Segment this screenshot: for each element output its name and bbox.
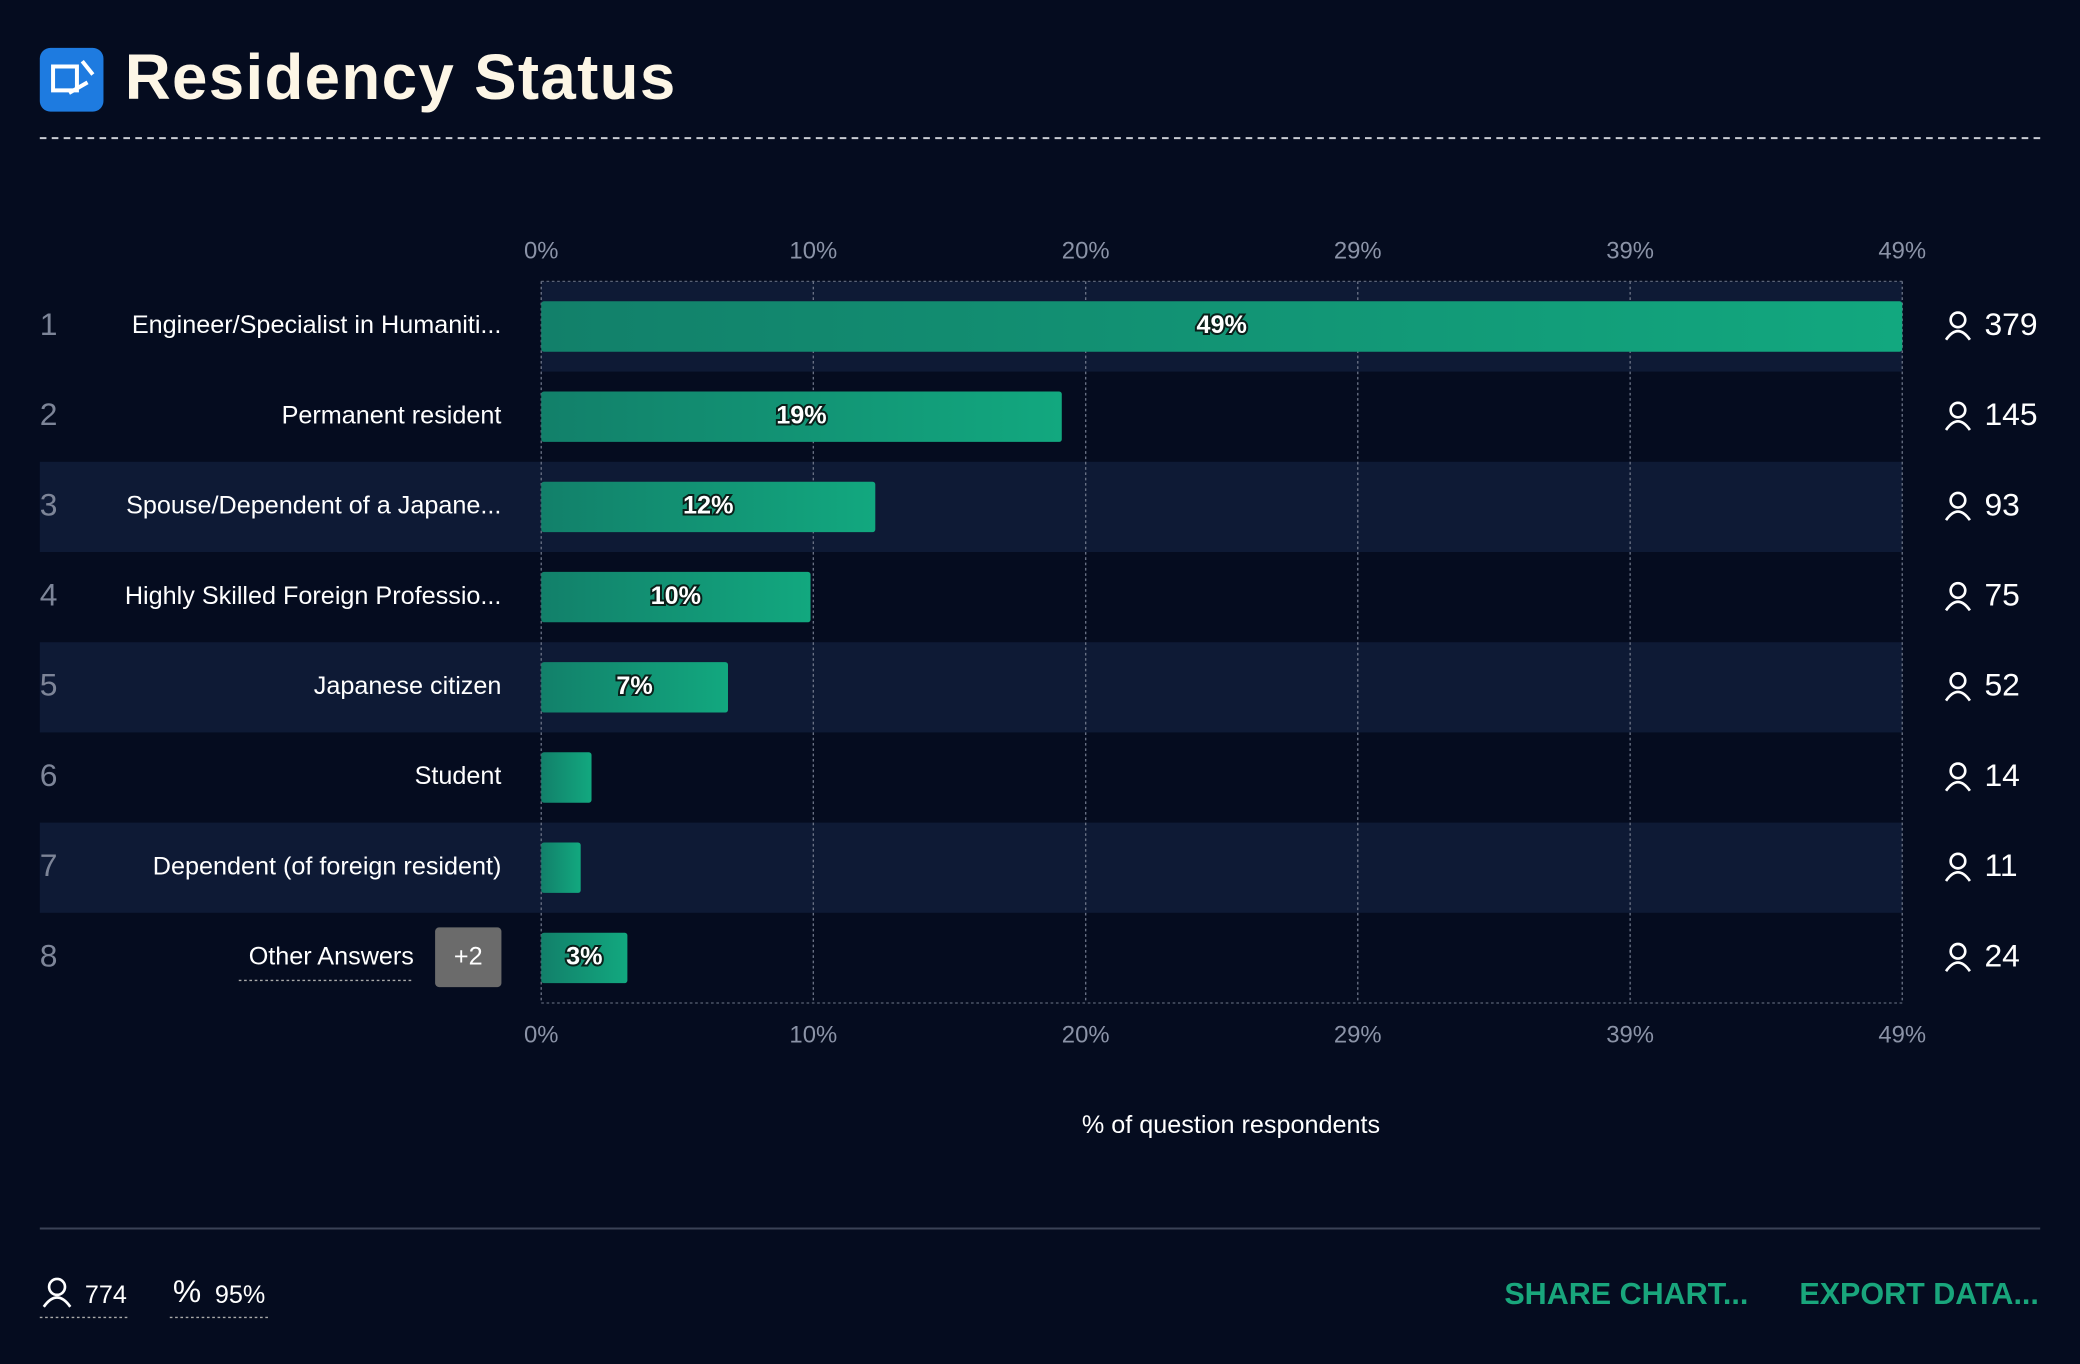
x-tick-label: 10% [789, 238, 837, 265]
export-button[interactable]: EXPORT DATA... [1799, 1277, 2039, 1311]
share-button[interactable]: SHARE CHART... [1504, 1277, 1748, 1311]
person-icon [1944, 329, 1971, 341]
rank: 3 [40, 486, 58, 522]
count: 14 [1984, 757, 2019, 793]
value-label: 49% [1197, 311, 1247, 339]
person-icon [1949, 672, 1967, 690]
person-icon [1949, 942, 1967, 960]
bar [541, 752, 592, 803]
category-label: Permanent resident [282, 401, 502, 429]
rank: 2 [40, 396, 58, 432]
person-icon [1944, 600, 1971, 612]
category-label: Spouse/Dependent of a Japane... [126, 492, 501, 520]
x-axis-label: % of question respondents [1082, 1111, 1380, 1139]
category-label: Other Answers [249, 943, 414, 971]
value-label: 19% [776, 401, 826, 429]
category-label: Engineer/Specialist in Humaniti... [132, 311, 502, 339]
category-label: Japanese citizen [314, 672, 502, 700]
x-tick-label: 0% [524, 1021, 558, 1048]
person-icon [42, 1296, 72, 1308]
x-tick-label: 39% [1606, 1021, 1654, 1048]
title-icon [39, 47, 104, 112]
count: 24 [1984, 937, 2019, 973]
value-label: 7% [616, 672, 652, 700]
x-tick-label: 49% [1878, 238, 1926, 265]
x-tick-label: 29% [1334, 238, 1382, 265]
value-label: 3% [566, 943, 602, 971]
bar [541, 932, 628, 984]
rank: 7 [40, 847, 58, 883]
bar [541, 571, 811, 623]
rank: 6 [40, 757, 58, 793]
rank: 4 [40, 577, 58, 613]
x-tick-label: 10% [789, 1021, 837, 1048]
person-icon [1949, 311, 1967, 329]
category-label: Highly Skilled Foreign Professio... [125, 582, 502, 610]
count: 145 [1984, 396, 2037, 432]
chart-title: Residency Status [125, 42, 677, 113]
person-icon [1944, 690, 1971, 702]
row-band [39, 822, 1903, 913]
bar [541, 481, 876, 533]
person-icon [1949, 852, 1967, 870]
count: 52 [1984, 667, 2019, 703]
category-label: Dependent (of foreign resident) [153, 852, 502, 880]
row-bands [39, 281, 1903, 913]
person-icon [1944, 961, 1971, 972]
x-tick-label: 20% [1062, 1021, 1110, 1048]
person-icon [1944, 420, 1971, 431]
x-tick-label: 29% [1334, 1021, 1382, 1048]
count: 11 [1984, 847, 2017, 883]
other-answers[interactable]: Other Answers +2 [238, 927, 502, 988]
footer-rate[interactable]: % 95% [169, 1273, 271, 1319]
badge [435, 927, 502, 988]
x-tick-label: 49% [1878, 1021, 1926, 1048]
badge-label: +2 [454, 943, 483, 971]
person-icon [1949, 762, 1967, 780]
count: 75 [1984, 577, 2019, 613]
title-icon-glyph [51, 59, 95, 95]
x-tick-label: 20% [1062, 238, 1110, 265]
respondents-count: 774 [85, 1281, 127, 1309]
rank: 8 [40, 937, 58, 973]
bar [541, 842, 581, 893]
bar [541, 301, 1903, 352]
category-label: Student [415, 762, 502, 790]
value-label: 12% [683, 492, 733, 520]
person-icon [47, 1277, 67, 1297]
count: 93 [1984, 486, 2019, 522]
person-icon [1949, 491, 1967, 509]
bar [541, 391, 1062, 442]
bar [541, 662, 728, 713]
row-band [39, 642, 1903, 733]
person-icon [1944, 780, 1971, 792]
person-icon [1944, 871, 1971, 882]
person-icon [1949, 581, 1967, 600]
person-icon [1949, 401, 1967, 419]
count: 379 [1984, 306, 2037, 342]
rank: 1 [40, 306, 58, 342]
x-tick-label: 0% [524, 238, 558, 265]
value-label: 10% [651, 582, 701, 610]
x-tick-label: 39% [1606, 238, 1654, 265]
percent-icon: % [173, 1273, 201, 1309]
footer-respondents[interactable]: 774 [39, 1277, 130, 1319]
response-rate: 95% [215, 1281, 265, 1309]
person-icon [1944, 510, 1971, 521]
rank: 5 [40, 667, 58, 703]
row-band [39, 461, 1903, 552]
